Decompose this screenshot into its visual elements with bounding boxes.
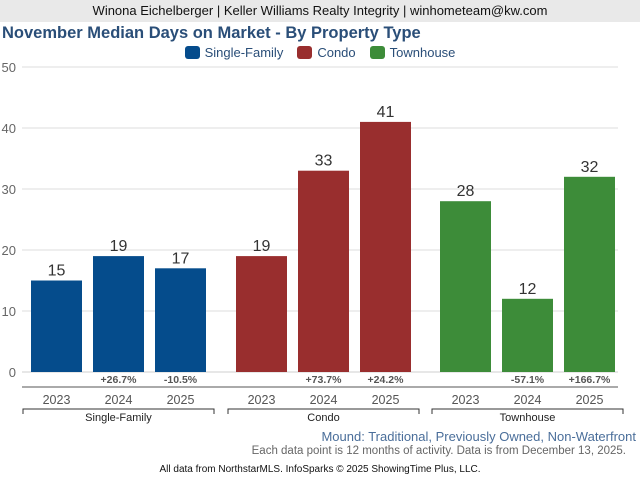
data-note: Each data point is 12 months of activity… <box>251 445 626 457</box>
x-tick-label: 2024 <box>105 393 133 407</box>
bar[interactable] <box>155 268 206 372</box>
group-bracket <box>22 408 215 414</box>
bar[interactable] <box>360 121 411 373</box>
bar[interactable] <box>236 256 287 372</box>
x-tick-label: 2024 <box>514 393 542 407</box>
legend-item-condo[interactable]: Condo <box>297 45 356 60</box>
legend-swatch-condo <box>297 46 313 59</box>
y-tick-label: 50 <box>2 60 16 75</box>
data-credit: All data from NorthstarMLS. InfoSparks ©… <box>159 464 481 475</box>
x-tick-label: 2023 <box>248 393 276 407</box>
x-tick-label: 2024 <box>310 393 338 407</box>
x-tick-label: 2023 <box>43 393 71 407</box>
change-label: +166.7% <box>569 374 611 386</box>
group-label: Single-Family <box>85 412 152 424</box>
data-label: 33 <box>315 153 333 170</box>
bar[interactable] <box>564 176 615 372</box>
x-tick-label: 2025 <box>576 393 604 407</box>
data-label: 19 <box>253 238 271 255</box>
group-label: Condo <box>307 412 339 424</box>
bar[interactable] <box>93 256 144 372</box>
legend-label: Townhouse <box>389 45 456 60</box>
change-label: +26.7% <box>101 374 138 386</box>
data-label: 28 <box>457 183 475 200</box>
legend-swatch-single-family <box>184 46 200 59</box>
x-tick-label: 2025 <box>167 393 195 407</box>
legend-item-townhouse[interactable]: Townhouse <box>369 45 456 60</box>
legend: Single-Family Condo Townhouse <box>0 45 640 60</box>
bar[interactable] <box>440 201 491 372</box>
bar[interactable] <box>502 298 553 372</box>
y-tick-label: 20 <box>2 243 16 258</box>
legend-swatch-townhouse <box>369 46 385 59</box>
legend-label: Single-Family <box>204 45 284 60</box>
data-label: 19 <box>110 238 128 255</box>
data-label: 32 <box>581 159 599 176</box>
chart-title: November Median Days on Market - By Prop… <box>2 24 421 42</box>
y-tick-label: 0 <box>9 365 16 380</box>
data-label: 12 <box>519 281 537 298</box>
data-label: 17 <box>172 250 190 267</box>
y-tick-label: 30 <box>2 182 16 197</box>
change-label: +73.7% <box>306 374 343 386</box>
data-label: 15 <box>48 263 66 280</box>
group-bracket <box>227 408 420 414</box>
y-tick-label: 40 <box>2 121 16 136</box>
group-bracket <box>431 408 624 414</box>
legend-item-single-family[interactable]: Single-Family <box>184 45 284 60</box>
data-label: 41 <box>377 104 395 121</box>
change-label: -57.1% <box>511 374 545 386</box>
x-tick-label: 2025 <box>372 393 400 407</box>
bar[interactable] <box>298 170 349 372</box>
agent-header: Winona Eichelberger | Keller Williams Re… <box>0 0 640 22</box>
bar[interactable] <box>31 280 82 373</box>
change-label: -10.5% <box>164 374 198 386</box>
change-label: +24.2% <box>368 374 405 386</box>
x-tick-label: 2023 <box>452 393 480 407</box>
legend-label: Condo <box>317 45 356 60</box>
filter-description: Mound: Traditional, Previously Owned, No… <box>321 429 636 444</box>
y-tick-label: 10 <box>2 304 16 319</box>
group-label: Townhouse <box>500 412 556 424</box>
